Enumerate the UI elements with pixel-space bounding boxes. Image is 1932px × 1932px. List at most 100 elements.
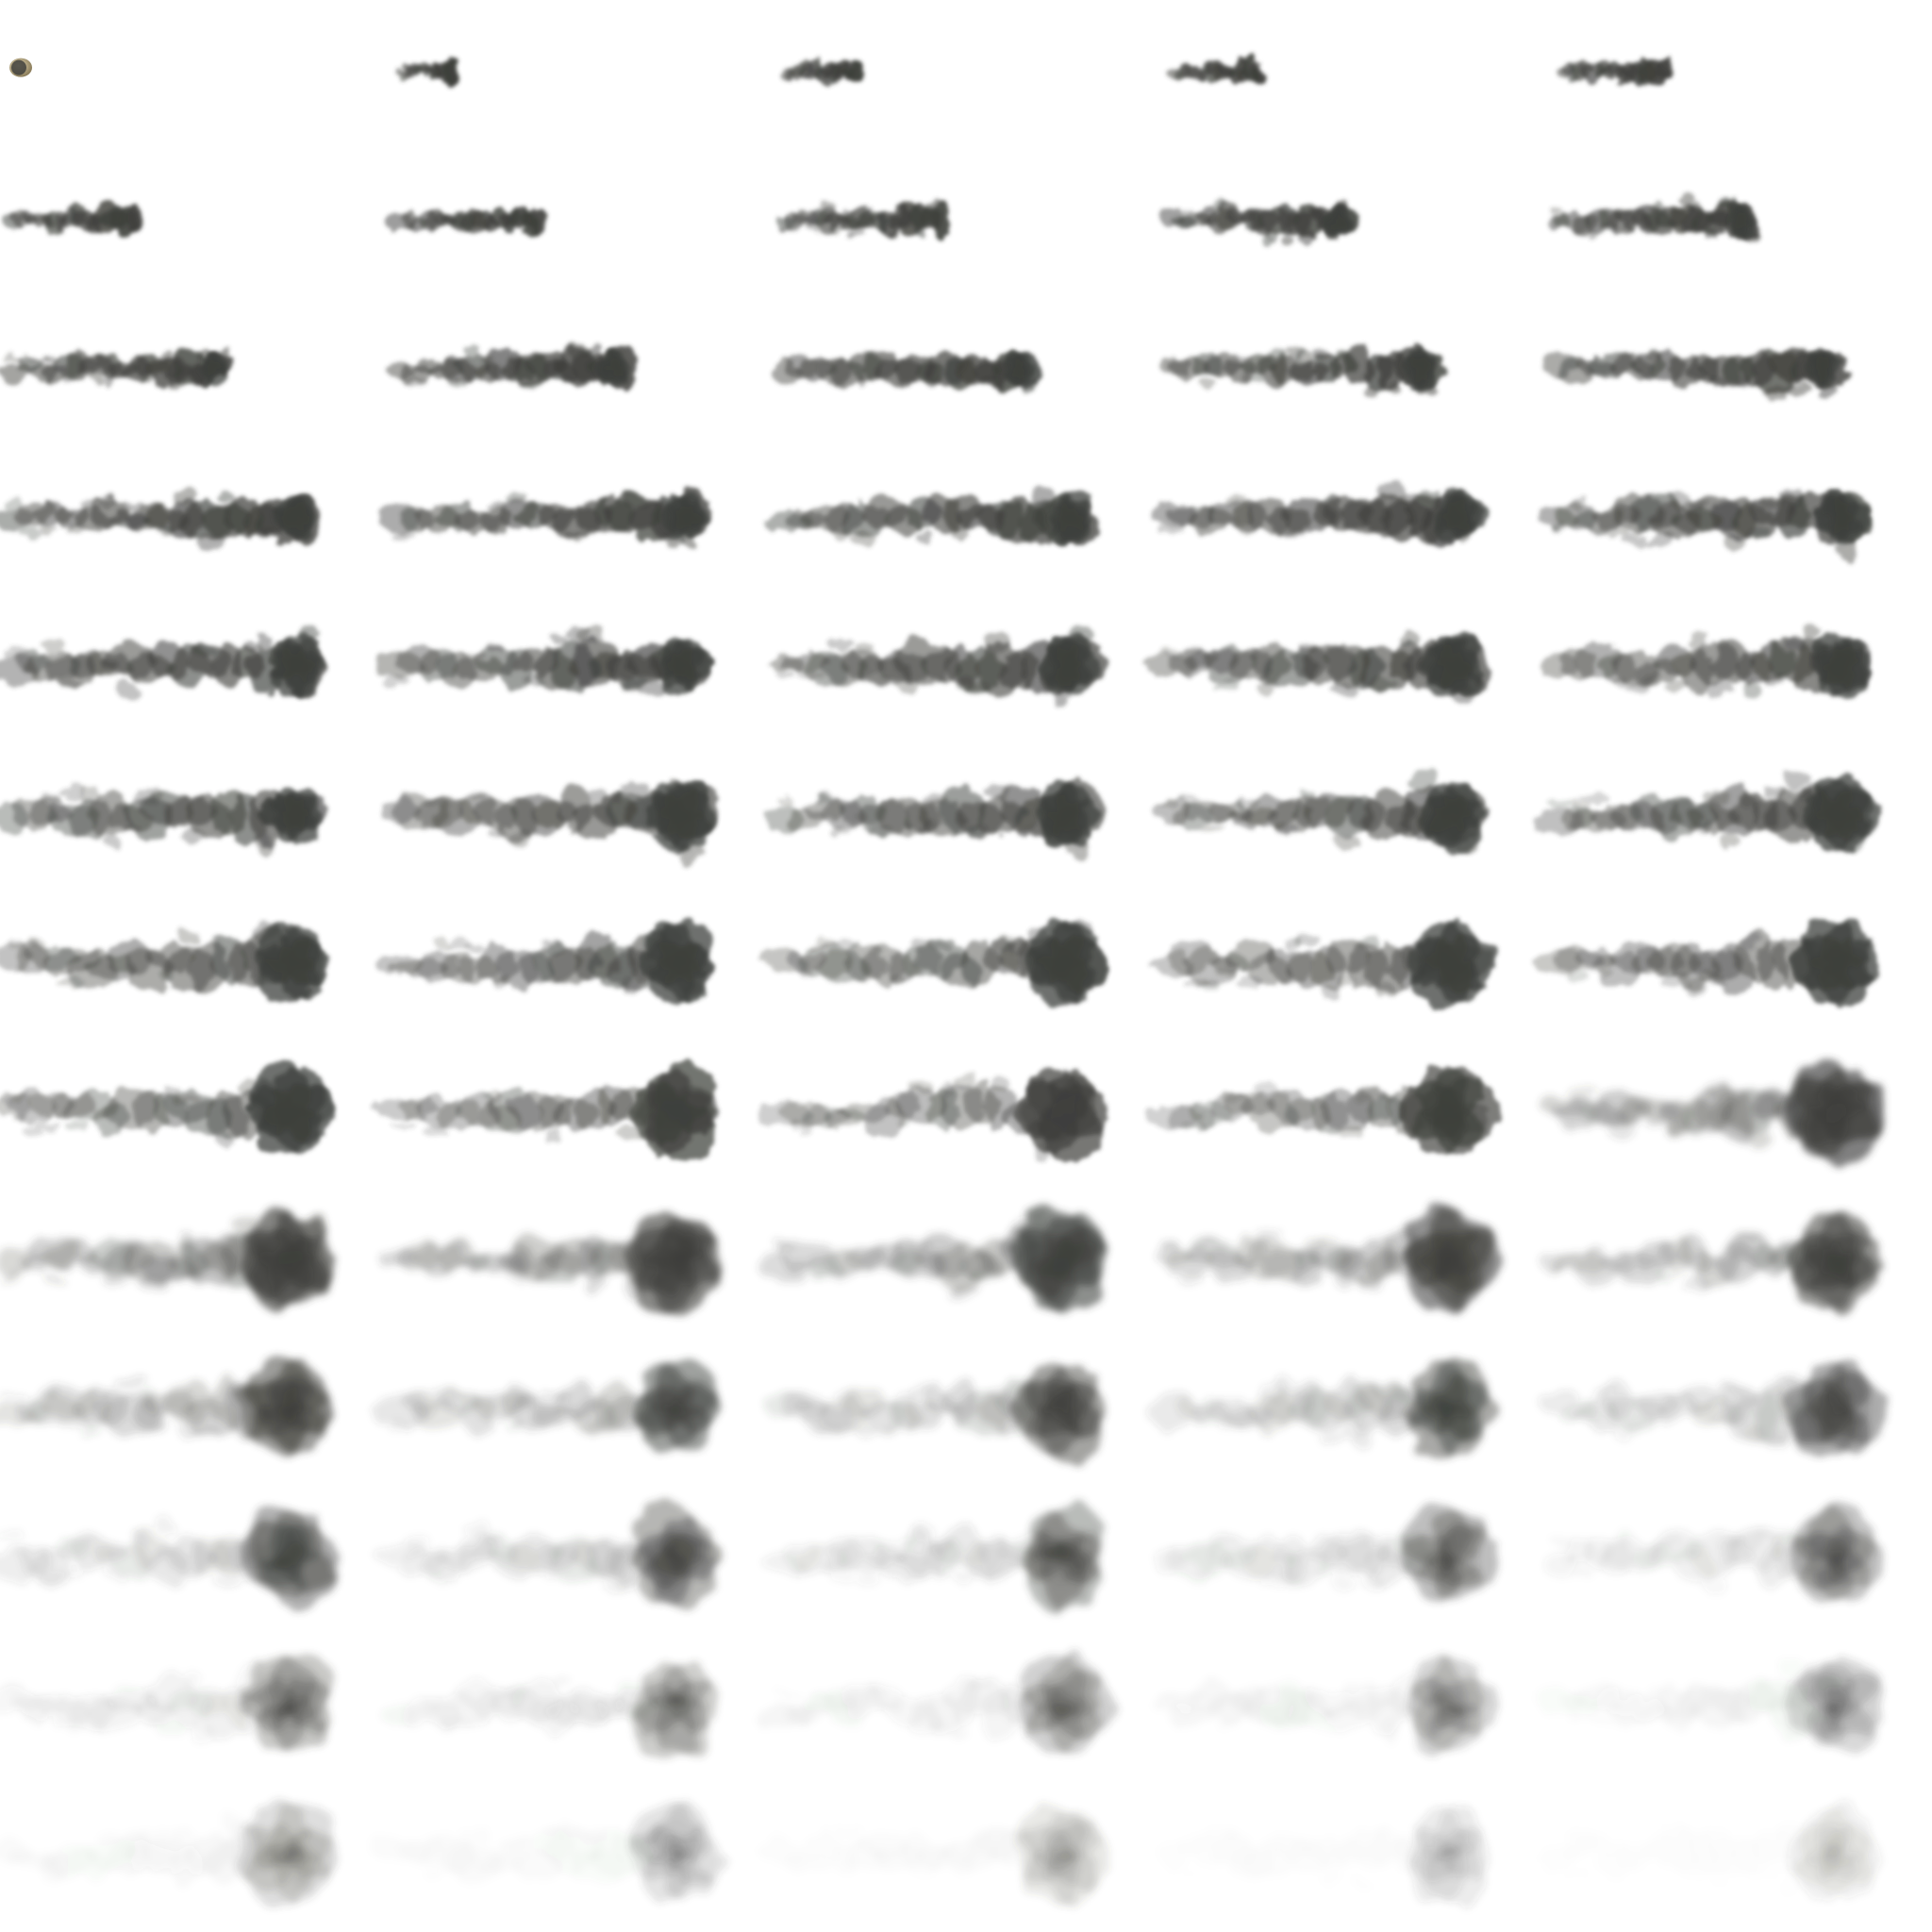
smoke-head — [1792, 918, 1879, 1007]
smoke-wisp — [559, 1821, 586, 1837]
smoke-wisp — [584, 1274, 605, 1291]
smoke-frame — [0, 1211, 338, 1309]
smoke-wisp — [22, 354, 36, 360]
smoke-wisp — [425, 1126, 447, 1139]
smoke-wisp — [1744, 1132, 1772, 1148]
smoke-wisp — [1704, 1580, 1729, 1596]
smoke-lobe — [665, 778, 709, 823]
smoke-wisp — [1340, 1683, 1359, 1693]
smoke-wisp — [1387, 382, 1404, 397]
smoke-lobe — [1834, 493, 1861, 520]
smoke-wisp — [1265, 230, 1282, 241]
smoke-frame — [1148, 1358, 1497, 1458]
smoke-wisp — [853, 532, 875, 545]
smoke-lobe — [273, 1067, 326, 1121]
smoke-lobe — [1412, 348, 1437, 373]
smoke-lobe — [659, 920, 713, 974]
smoke-wisp — [776, 797, 794, 807]
smoke-wisp — [1, 1392, 25, 1402]
smoke-lobe — [1440, 632, 1482, 675]
smoke-head — [249, 1063, 336, 1156]
smoke-wisp — [890, 973, 908, 983]
smoke-wisp — [468, 788, 487, 800]
smoke-frame — [0, 624, 325, 698]
smoke-wisp — [1608, 1124, 1636, 1136]
smoke-wisp — [137, 1538, 155, 1549]
smoke-wisp — [913, 531, 931, 543]
smoke-wisp — [774, 1689, 801, 1696]
smoke-wisp — [1332, 349, 1350, 358]
smoke-wisp — [218, 1575, 236, 1589]
smoke-frame — [0, 348, 234, 389]
smoke-frame — [382, 775, 720, 862]
smoke-core — [11, 59, 26, 75]
smoke-frame — [375, 920, 714, 1003]
smoke-wisp — [480, 1387, 506, 1396]
smoke-head — [1399, 1066, 1500, 1157]
smoke-head — [246, 1653, 332, 1753]
smoke-wisp — [1284, 234, 1296, 245]
smoke-head — [632, 1359, 719, 1455]
smoke-wisp — [1766, 1429, 1786, 1449]
smoke-wisp — [829, 825, 852, 837]
smoke-frame — [761, 1362, 1108, 1461]
smoke-lobe — [660, 1513, 709, 1562]
smoke-head — [1789, 1505, 1886, 1603]
smoke-head — [258, 923, 331, 1005]
smoke-lobe — [1042, 1211, 1101, 1270]
smoke-wisp — [931, 1720, 949, 1735]
smoke-wisp — [777, 224, 788, 229]
smoke-frame — [378, 487, 711, 552]
smoke-wisp — [1782, 1876, 1799, 1894]
smoke-wisp — [58, 786, 86, 799]
smoke-wisp — [1312, 1234, 1338, 1245]
smoke-lobe — [1049, 923, 1096, 970]
smoke-wisp — [462, 1831, 489, 1844]
smoke-wisp — [1783, 770, 1810, 789]
smoke-lobe — [1334, 206, 1350, 222]
smoke-wisp — [1320, 1429, 1346, 1445]
smoke-lobe — [265, 1653, 332, 1720]
smoke-wisp — [840, 1826, 858, 1839]
smoke-frame — [1541, 1363, 1887, 1459]
smoke-wisp — [851, 1574, 876, 1588]
smoke-wisp — [1686, 1125, 1707, 1139]
smoke-wisp — [1718, 834, 1742, 852]
smoke-blob — [850, 59, 864, 82]
smoke-head — [597, 352, 633, 387]
smoke-lobe — [1818, 1214, 1871, 1267]
smoke-wisp — [1643, 1123, 1663, 1133]
smoke-frame — [373, 1359, 719, 1455]
smoke-blob — [930, 201, 952, 239]
smoke-frame — [0, 922, 331, 1005]
smoke-wisp — [485, 500, 503, 509]
smoke-wisp — [1252, 1082, 1279, 1097]
smoke-wisp — [1257, 1572, 1284, 1588]
smoke-head — [239, 1211, 338, 1309]
smoke-lobe — [1434, 1811, 1482, 1858]
smoke-lobe — [1040, 1506, 1104, 1570]
smoke-wisp — [427, 1867, 445, 1877]
smoke-trail — [779, 58, 864, 84]
smoke-wisp — [1218, 969, 1239, 977]
smoke-head — [1803, 348, 1845, 389]
smoke-wisp — [891, 680, 918, 691]
smoke-lobe — [285, 785, 318, 818]
smoke-wisp — [1759, 495, 1783, 507]
smoke-lobe — [1046, 1809, 1097, 1860]
smoke-frame — [1145, 630, 1491, 707]
smoke-lobe — [1821, 774, 1872, 824]
smoke-wisp — [213, 1133, 236, 1151]
smoke-head — [1000, 351, 1036, 386]
smoke-blob — [1252, 64, 1269, 85]
smoke-head — [660, 492, 708, 540]
smoke-trail — [1148, 1361, 1484, 1450]
smoke-frame — [779, 58, 864, 84]
smoke-blob — [127, 205, 142, 234]
smoke-wisp — [834, 1270, 856, 1278]
smoke-lobe — [283, 636, 321, 674]
smoke-wisp — [1377, 1824, 1395, 1837]
smoke-wisp — [1565, 1718, 1587, 1726]
smoke-wisp — [1740, 934, 1759, 952]
smoke-frame — [3, 204, 142, 238]
